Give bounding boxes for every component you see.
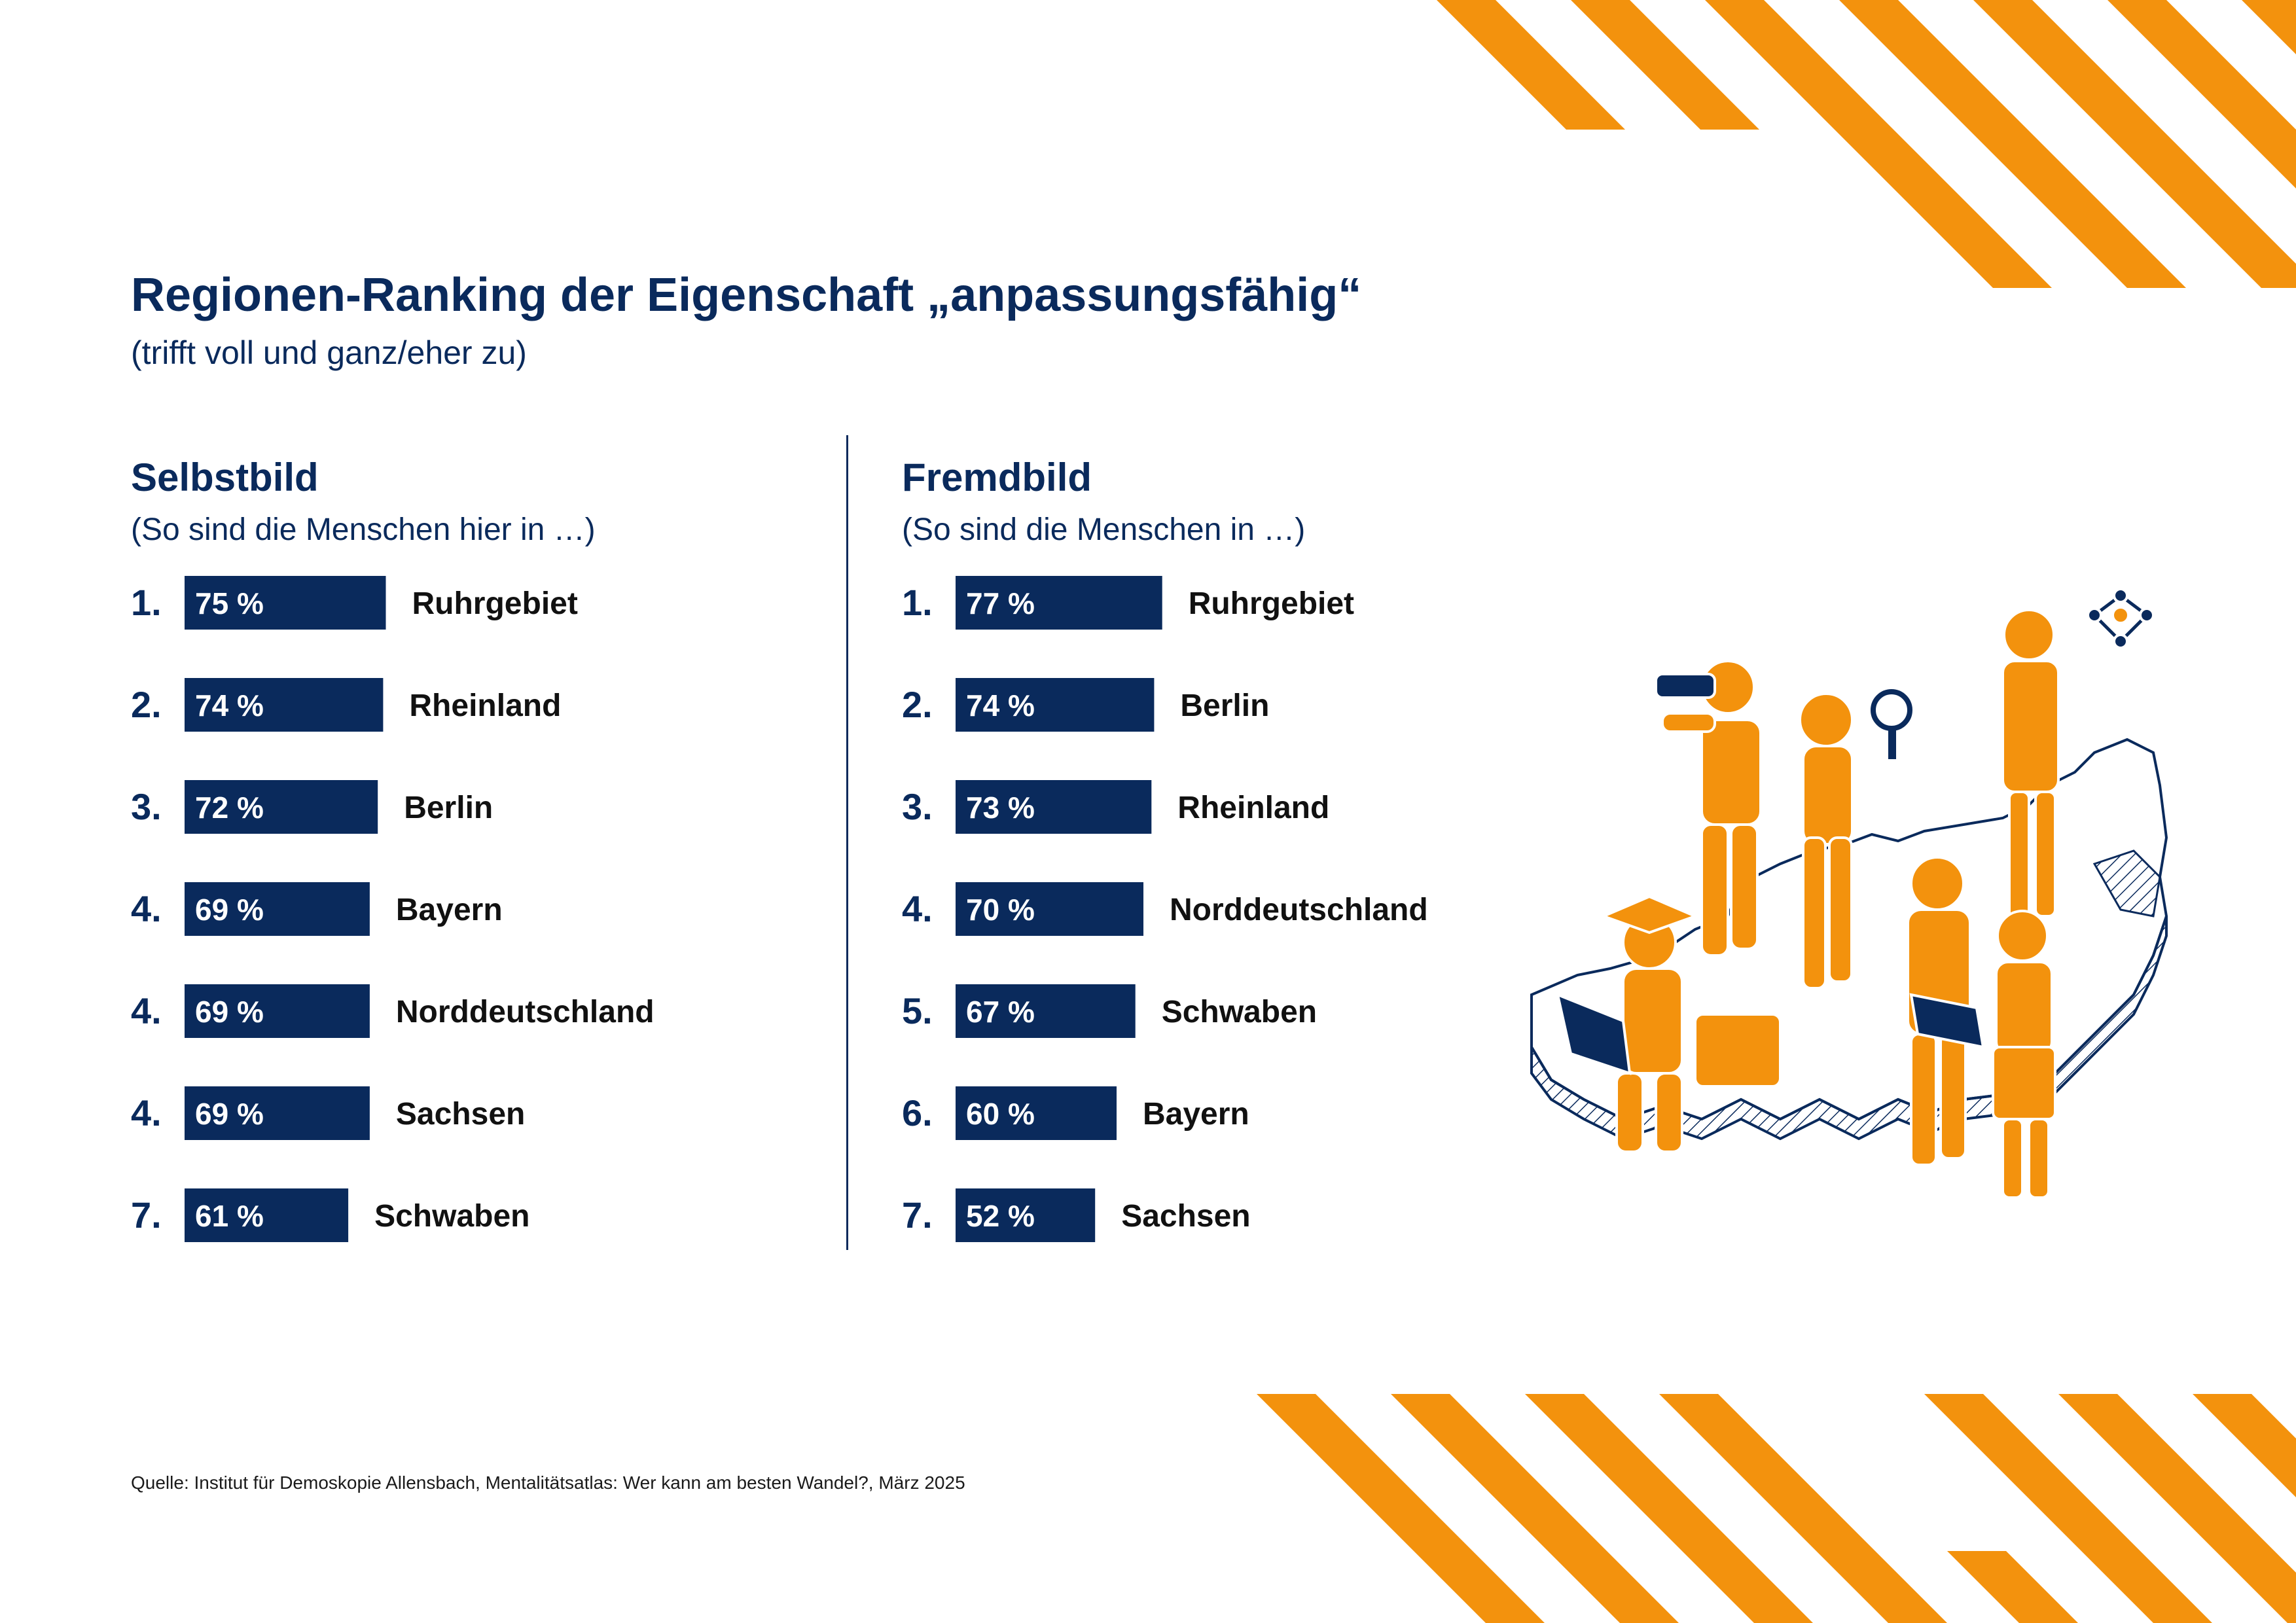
category-label: Berlin bbox=[404, 791, 493, 825]
category-label: Berlin bbox=[1180, 688, 1269, 723]
rank-label: 4. bbox=[131, 990, 162, 1031]
rank-label: 2. bbox=[131, 684, 162, 725]
chart-title: Regionen-Ranking der Eigenschaft „anpass… bbox=[131, 269, 1362, 321]
category-label: Sachsen bbox=[1121, 1199, 1250, 1234]
bar bbox=[185, 882, 370, 936]
selbstbild-title: Selbstbild bbox=[131, 455, 319, 499]
germany-map-people-illustration bbox=[1530, 588, 2168, 1199]
person-with-telescope-icon bbox=[1655, 660, 1762, 957]
bar bbox=[185, 1086, 370, 1140]
bar-value-label: 77 % bbox=[966, 586, 1035, 620]
bar-value-label: 73 % bbox=[966, 791, 1035, 825]
rank-label: 7. bbox=[902, 1194, 933, 1236]
bar bbox=[956, 882, 1143, 936]
bar-value-label: 69 % bbox=[195, 995, 264, 1029]
rank-label: 2. bbox=[902, 684, 933, 725]
selbstbild-panel: Selbstbild (So sind die Menschen hier in… bbox=[131, 452, 785, 556]
category-label: Rheinland bbox=[409, 688, 561, 723]
graduate-with-laptop-icon bbox=[1556, 895, 1782, 1153]
bar bbox=[956, 678, 1155, 732]
panel-divider bbox=[846, 435, 848, 1250]
bottom-stripes bbox=[1257, 1394, 2296, 1623]
person-with-magnifier-icon bbox=[1799, 689, 1912, 990]
rank-label: 3. bbox=[902, 786, 933, 827]
bar-value-label: 74 % bbox=[195, 688, 264, 722]
category-label: Sachsen bbox=[396, 1097, 525, 1132]
bar bbox=[956, 1086, 1117, 1140]
category-label: Bayern bbox=[396, 893, 503, 927]
rank-label: 5. bbox=[902, 990, 933, 1031]
bar bbox=[956, 1188, 1096, 1242]
woman-with-helmet-icon bbox=[1992, 910, 2056, 1199]
rank-label: 7. bbox=[131, 1194, 162, 1236]
bar-value-label: 70 % bbox=[966, 893, 1035, 927]
bar-value-label: 75 % bbox=[195, 586, 264, 620]
selbstbild-bar-chart: 1. 75 % Ruhrgebiet 2. 74 % Rheinland 3. 72 % Ber… bbox=[131, 576, 655, 1242]
bar bbox=[185, 984, 370, 1038]
category-label: Norddeutschland bbox=[1170, 893, 1428, 927]
category-label: Ruhrgebiet bbox=[412, 586, 578, 621]
category-label: Rheinland bbox=[1177, 791, 1329, 825]
bar bbox=[185, 780, 378, 834]
selbstbild-subtitle: (So sind die Menschen hier in …) bbox=[131, 512, 596, 547]
bar bbox=[185, 1188, 349, 1242]
scientist-with-molecule-icon bbox=[2001, 588, 2155, 924]
bar bbox=[956, 576, 1162, 630]
category-label: Schwaben bbox=[374, 1199, 529, 1234]
chart-subtitle: (trifft voll und ganz/eher zu) bbox=[131, 334, 527, 371]
worker-with-tablet-icon bbox=[1907, 856, 1985, 1166]
bar bbox=[185, 576, 386, 630]
rank-label: 1. bbox=[902, 582, 933, 623]
source-note: Quelle: Institut für Demoskopie Allensba… bbox=[131, 1472, 965, 1493]
category-label: Norddeutschland bbox=[396, 995, 655, 1029]
category-label: Schwaben bbox=[1162, 995, 1317, 1029]
bar-value-label: 67 % bbox=[966, 995, 1035, 1029]
rank-label: 4. bbox=[131, 888, 162, 929]
bar-value-label: 69 % bbox=[195, 893, 264, 927]
top-stripes-long bbox=[1705, 0, 2296, 288]
rank-label: 4. bbox=[902, 888, 933, 929]
fremdbild-title: Fremdbild bbox=[902, 455, 1092, 499]
fremdbild-bar-chart: 1. 77 % Ruhrgebiet 2. 74 % Berlin 3. 73 % Rheinl… bbox=[902, 576, 1428, 1242]
bar-value-label: 52 % bbox=[966, 1199, 1035, 1233]
bar bbox=[185, 678, 384, 732]
fremdbild-subtitle: (So sind die Menschen in …) bbox=[902, 512, 1306, 547]
category-label: Bayern bbox=[1143, 1097, 1249, 1132]
fremdbild-panel: Fremdbild (So sind die Menschen in …) bbox=[902, 452, 1556, 556]
bar-value-label: 69 % bbox=[195, 1097, 264, 1131]
rank-label: 6. bbox=[902, 1092, 933, 1133]
top-stripes-short bbox=[1437, 0, 1759, 130]
category-label: Ruhrgebiet bbox=[1189, 586, 1354, 621]
bar bbox=[956, 984, 1136, 1038]
rank-label: 4. bbox=[131, 1092, 162, 1133]
rank-label: 3. bbox=[131, 786, 162, 827]
bar-value-label: 74 % bbox=[966, 688, 1035, 722]
bar-value-label: 72 % bbox=[195, 791, 264, 825]
rank-label: 1. bbox=[131, 582, 162, 623]
bar-value-label: 61 % bbox=[195, 1199, 264, 1233]
bar-value-label: 60 % bbox=[966, 1097, 1035, 1131]
bar bbox=[956, 780, 1152, 834]
